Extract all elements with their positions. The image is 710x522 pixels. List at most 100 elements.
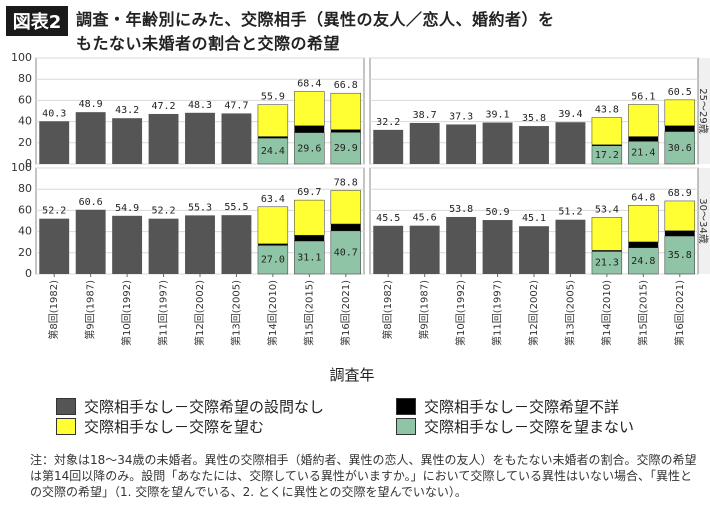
x-tick-label-1-8: 第16回(2021) (673, 280, 686, 346)
data-label-total-1-1-8: 68.9 (668, 188, 692, 199)
bar-1-1-7-wants (628, 205, 659, 243)
y-tick-label-1-80: 80 (18, 182, 32, 195)
chart-title-line-2: もたない未婚者の割合と交際の希望 (76, 34, 341, 53)
bar-1-1-6-wants (591, 217, 623, 251)
legend-item-not-want: 交際相手なし－交際を望まない (396, 416, 634, 437)
bar-0-1-4-no-question (519, 126, 549, 164)
data-label-not-want-0-1-7: 21.4 (631, 148, 655, 159)
data-label-total-1-0-4: 55.3 (188, 202, 212, 213)
bar-1-0-8-wants (330, 190, 361, 225)
strip-bg-1 (698, 168, 710, 274)
bar-1-1-8-unknown (664, 230, 695, 237)
bar-1-0-2-no-question (112, 215, 143, 274)
data-label-total-0-0-8: 66.8 (334, 80, 358, 91)
legend-swatch-wants (56, 418, 76, 435)
bar-0-1-8-wants (664, 99, 695, 126)
stacked-bar-chart: 25〜29歳 0 20 40 60 80 100 40.3 48.9 43.2 47.2 48.3 47… (11, 51, 710, 384)
bar-1-1-8-not-want (664, 235, 695, 275)
bar-0-1-6-wants (591, 117, 623, 145)
row-strip-label-1: 30〜34歳 (697, 198, 709, 243)
x-tick-label-1-1: 第9回(1987) (418, 280, 431, 340)
bar-1-0-8-not-want (330, 230, 361, 275)
x-tick-label-0-6: 第14回(2010) (266, 280, 279, 346)
bar-0-1-5-no-question (555, 122, 586, 164)
legend-label-not-want: 交際相手なし－交際を望まない (424, 418, 635, 436)
row-strip-label-0: 25〜29歳 (697, 88, 709, 133)
y-tick-label-1-0: 0 (25, 267, 32, 280)
bar-0-0-3-no-question (148, 113, 179, 164)
bar-0-1-3-no-question (482, 122, 513, 164)
data-label-total-1-0-7: 69.7 (297, 187, 321, 198)
bar-1-0-6-wants (257, 206, 289, 245)
data-label-total-1-0-8: 78.8 (334, 177, 358, 188)
y-tick-label-0-100: 100 (11, 51, 32, 64)
figure-badge: 図表2 (6, 6, 68, 36)
bar-0-1-7-wants (628, 104, 659, 137)
data-label-total-1-0-1: 60.6 (79, 197, 103, 208)
strip-bg-0 (698, 58, 710, 164)
bar-0-1-8-not-want (664, 131, 695, 165)
x-tick-label-0-1: 第9回(1987) (84, 280, 97, 340)
data-label-total-0-0-3: 47.2 (152, 101, 176, 112)
x-tick-label-1-3: 第11回(1997) (491, 280, 504, 346)
x-tick-label-0-7: 第15回(2015) (302, 280, 315, 346)
bar-1-1-1-no-question (409, 225, 440, 274)
y-tick-label-1-40: 40 (18, 225, 32, 238)
x-tick-label-0-2: 第10回(1992) (120, 280, 133, 346)
x-tick-label-1-2: 第10回(1992) (454, 280, 467, 346)
x-tick-label-0-4: 第12回(2002) (193, 280, 206, 346)
bar-1-1-0-no-question (373, 225, 404, 274)
bar-1-1-5-no-question (555, 219, 586, 274)
bar-1-1-6-unknown (591, 250, 622, 252)
y-tick-label-1-100: 100 (11, 161, 32, 174)
data-label-total-0-1-3: 39.1 (486, 110, 510, 121)
legend-swatch-not-want (396, 418, 416, 435)
chart-note: 注：対象は18〜34歳の未婚者。異性の交際相手（婚約者、異性の恋人、異性の友人）… (30, 453, 697, 499)
data-label-total-1-1-3: 50.9 (486, 207, 510, 218)
x-axis-label: 調査年 (329, 366, 374, 384)
y-tick-label-0-0: 0 (25, 157, 32, 170)
bar-0-0-1-no-question (75, 112, 106, 164)
bar-1-1-2-no-question (446, 216, 477, 274)
data-label-total-1-1-2: 53.8 (449, 204, 473, 215)
bar-1-0-3-no-question (148, 218, 179, 274)
x-tick-label-1-7: 第15回(2015) (636, 280, 649, 346)
data-label-total-1-0-0: 52.2 (42, 206, 66, 217)
data-label-total-1-1-4: 45.1 (522, 213, 546, 224)
data-label-total-1-1-6: 53.4 (595, 204, 619, 215)
data-label-total-0-1-8: 60.5 (668, 87, 692, 98)
legend-swatch-no-question (56, 398, 76, 415)
y-tick-label-0-20: 20 (18, 136, 32, 149)
legend-label-no-question: 交際相手なし－交際希望の設問なし (84, 398, 325, 416)
bar-0-0-8-wants (330, 92, 361, 130)
bar-0-1-8-unknown (664, 125, 695, 132)
bar-0-0-7-wants (294, 91, 325, 126)
legend-label-wants: 交際相手なし－交際を望む (84, 418, 265, 436)
data-label-not-want-0-1-6: 17.2 (595, 150, 619, 161)
bar-1-0-5-no-question (221, 215, 252, 274)
bar-0-0-0-no-question (39, 121, 70, 164)
data-label-total-0-1-4: 35.8 (522, 113, 546, 124)
x-tick-label-0-8: 第16回(2021) (339, 280, 352, 346)
x-tick-label-0-0: 第8回(1982) (47, 280, 60, 340)
data-label-total-0-0-0: 40.3 (42, 108, 66, 119)
bar-0-1-2-no-question (446, 124, 477, 164)
bar-1-0-1-no-question (75, 209, 106, 274)
data-label-total-1-1-0: 45.5 (376, 213, 400, 224)
bar-0-1-0-no-question (373, 129, 404, 164)
data-label-total-1-1-1: 45.6 (413, 213, 437, 224)
data-label-total-0-0-6: 55.9 (261, 92, 285, 103)
bar-0-0-7-unknown (294, 125, 325, 133)
bar-1-0-0-no-question (39, 218, 70, 274)
data-label-not-want-0-0-6: 24.4 (261, 146, 285, 157)
data-label-total-1-1-7: 64.8 (631, 192, 655, 203)
data-label-total-0-0-2: 43.2 (115, 105, 139, 116)
data-label-not-want-0-0-8: 29.9 (334, 143, 358, 154)
bar-0-0-6-unknown (257, 136, 288, 139)
x-tick-label-1-6: 第14回(2010) (600, 280, 613, 346)
y-tick-label-1-20: 20 (18, 246, 32, 259)
bar-1-0-6-not-want (257, 245, 289, 275)
bar-1-0-4-no-question (185, 215, 215, 274)
chart-legend: 交際相手なし－交際希望の設問なし 交際相手なし－交際希望不詳 交際相手なし－交際… (56, 396, 676, 438)
data-label-total-0-1-7: 56.1 (631, 92, 655, 103)
